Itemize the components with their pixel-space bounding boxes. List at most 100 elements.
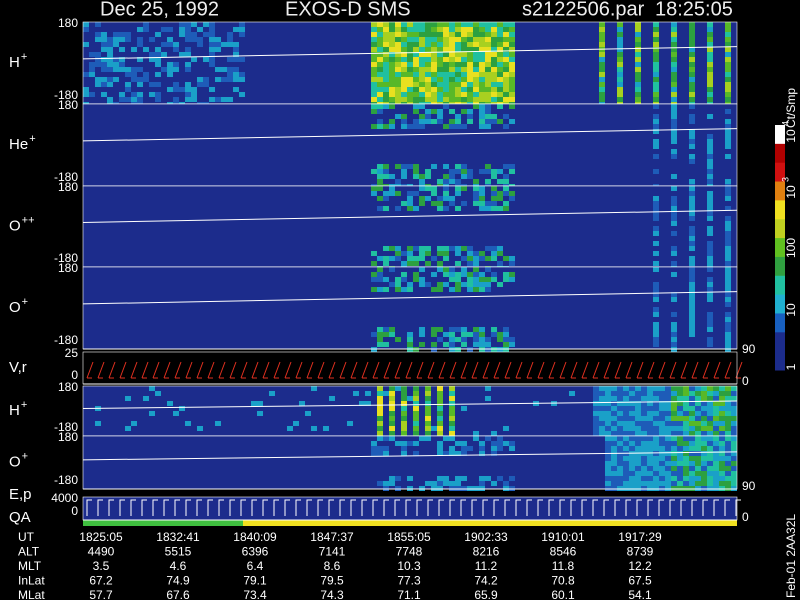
cell	[443, 196, 449, 201]
cell	[473, 267, 479, 272]
cell	[443, 97, 449, 102]
cell	[707, 327, 713, 332]
cell	[491, 169, 497, 174]
cell	[455, 246, 461, 251]
cell	[503, 97, 509, 102]
cell	[95, 62, 101, 67]
cell	[407, 37, 413, 42]
cell	[455, 451, 461, 456]
cell	[479, 476, 485, 481]
colorbar-segment	[775, 256, 785, 277]
cell	[599, 426, 605, 431]
cell	[503, 114, 509, 119]
cell	[455, 179, 461, 184]
cell	[377, 337, 383, 342]
cell	[497, 332, 503, 337]
cell	[377, 277, 383, 282]
cell	[407, 342, 413, 347]
cell	[455, 72, 461, 77]
cell	[695, 426, 701, 431]
cell	[701, 476, 707, 481]
cell	[467, 446, 473, 451]
cell	[473, 332, 479, 337]
cell	[671, 292, 677, 297]
cell	[425, 396, 431, 401]
cell	[497, 191, 503, 196]
cell	[653, 37, 659, 42]
cell	[185, 92, 191, 97]
cell	[413, 22, 419, 27]
cell	[659, 451, 665, 456]
cell	[113, 42, 119, 47]
cell	[503, 77, 509, 82]
cell	[89, 72, 95, 77]
cell	[635, 97, 641, 102]
cell	[497, 97, 503, 102]
cell	[437, 37, 443, 42]
cell	[635, 47, 641, 52]
cell	[719, 481, 725, 486]
cell	[707, 342, 713, 347]
cell	[455, 191, 461, 196]
cell	[407, 67, 413, 72]
cell	[467, 32, 473, 37]
cell	[707, 317, 713, 322]
cell	[707, 246, 713, 251]
cell	[689, 416, 695, 421]
cell	[479, 251, 485, 256]
cell	[719, 401, 725, 406]
cell	[707, 174, 713, 179]
cell	[641, 431, 647, 436]
cell	[479, 114, 485, 119]
cell	[671, 67, 677, 72]
cell	[707, 322, 713, 327]
cell	[383, 57, 389, 62]
cell	[497, 196, 503, 201]
cell	[623, 476, 629, 481]
cell	[437, 201, 443, 206]
cell	[707, 82, 713, 87]
cell	[653, 47, 659, 52]
cell	[413, 406, 419, 411]
cell	[221, 97, 227, 102]
cell	[377, 37, 383, 42]
cell	[683, 436, 689, 441]
cell	[671, 196, 677, 201]
cell	[725, 67, 731, 72]
cell	[653, 292, 659, 297]
cell	[437, 401, 443, 406]
cell	[425, 57, 431, 62]
cell	[425, 97, 431, 102]
step	[416, 499, 422, 516]
cell	[467, 82, 473, 87]
cell	[203, 22, 209, 27]
cell	[425, 401, 431, 406]
cell	[653, 406, 659, 411]
cell	[599, 97, 605, 102]
cell	[461, 164, 467, 169]
cell	[725, 456, 731, 461]
cell	[665, 466, 671, 471]
cell	[455, 77, 461, 82]
vector	[515, 361, 523, 379]
cell	[221, 77, 227, 82]
cell	[437, 196, 443, 201]
cell	[467, 42, 473, 47]
cell	[671, 337, 677, 342]
step	[581, 499, 587, 516]
cell	[179, 32, 185, 37]
cell	[155, 72, 161, 77]
cell	[437, 431, 443, 436]
cell	[113, 57, 119, 62]
cell	[647, 426, 653, 431]
cell	[455, 164, 461, 169]
cell	[407, 476, 413, 481]
cell	[377, 287, 383, 292]
cell	[425, 196, 431, 201]
cell-value: 65.9	[474, 588, 498, 600]
cell	[647, 476, 653, 481]
cell	[605, 386, 611, 391]
cell	[689, 446, 695, 451]
cell	[725, 134, 731, 139]
cell	[377, 401, 383, 406]
